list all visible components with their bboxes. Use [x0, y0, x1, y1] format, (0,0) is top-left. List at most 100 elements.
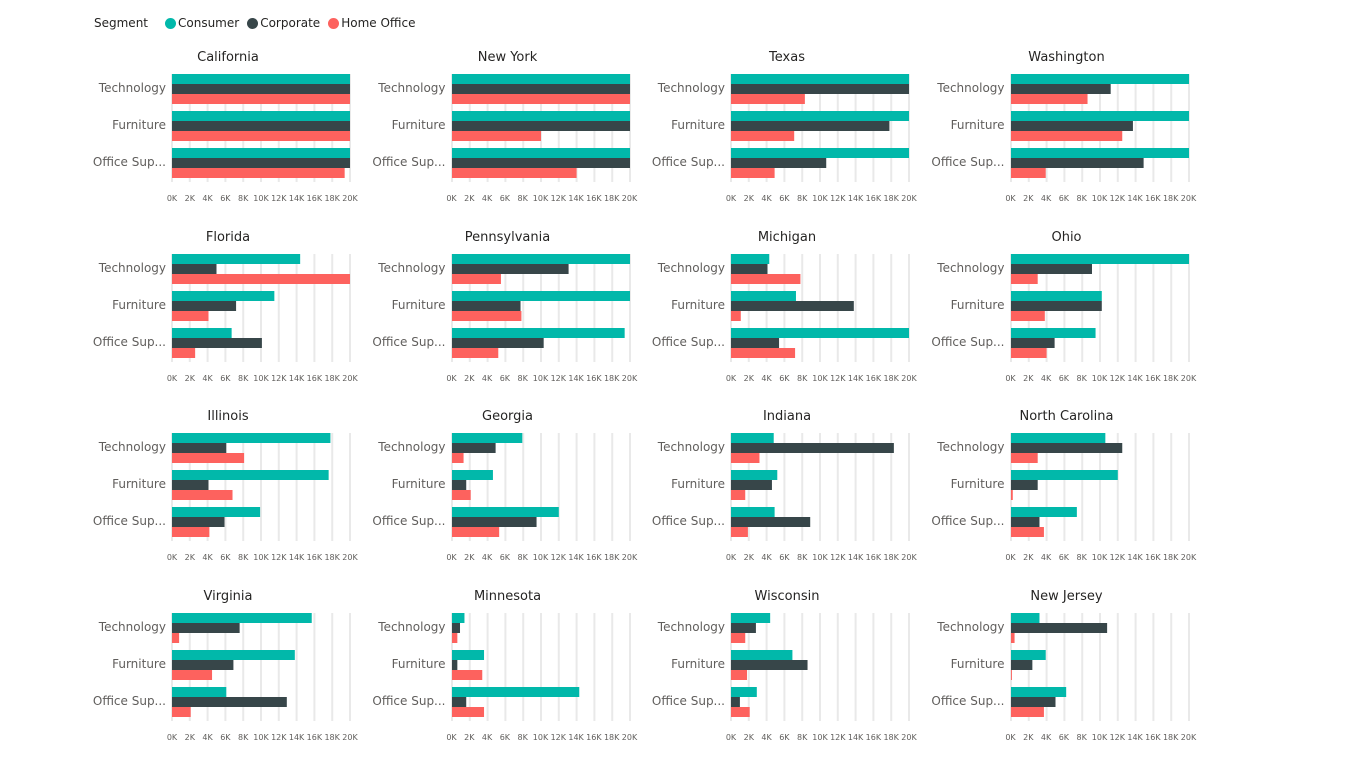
bar-office-sup-corporate[interactable] — [731, 158, 827, 168]
bar-office-sup-corporate[interactable] — [451, 696, 466, 707]
bar-furniture-corporate[interactable] — [1010, 480, 1038, 490]
bar-technology-corporate[interactable] — [1010, 263, 1092, 274]
bar-office-sup-home-office[interactable] — [731, 347, 796, 358]
bar-technology-consumer[interactable] — [1010, 612, 1039, 623]
bar-technology-consumer[interactable] — [172, 612, 312, 623]
bar-office-sup-consumer[interactable] — [172, 686, 227, 697]
bar-furniture-corporate[interactable] — [1010, 659, 1032, 670]
bar-technology-corporate[interactable] — [172, 84, 350, 94]
bar-office-sup-home-office[interactable] — [731, 706, 750, 717]
bar-office-sup-home-office[interactable] — [451, 168, 577, 178]
bar-technology-home-office[interactable] — [451, 453, 464, 463]
legend-item-corporate[interactable]: Corporate — [247, 16, 320, 30]
bar-office-sup-home-office[interactable] — [731, 527, 748, 537]
bar-furniture-consumer[interactable] — [451, 470, 493, 480]
bar-office-sup-corporate[interactable] — [1010, 158, 1144, 168]
bar-technology-home-office[interactable] — [1010, 632, 1015, 643]
bar-technology-home-office[interactable] — [451, 94, 630, 104]
bar-furniture-corporate[interactable] — [731, 300, 854, 311]
bar-furniture-home-office[interactable] — [1010, 669, 1012, 680]
bar-furniture-home-office[interactable] — [172, 669, 213, 680]
bar-furniture-corporate[interactable] — [172, 300, 237, 311]
bar-office-sup-home-office[interactable] — [1010, 168, 1046, 178]
bar-furniture-home-office[interactable] — [1010, 310, 1045, 321]
bar-office-sup-home-office[interactable] — [172, 527, 210, 537]
bar-furniture-home-office[interactable] — [451, 669, 482, 680]
bar-furniture-consumer[interactable] — [731, 111, 909, 121]
bar-technology-home-office[interactable] — [731, 453, 760, 463]
bar-furniture-consumer[interactable] — [1010, 649, 1046, 660]
bar-office-sup-corporate[interactable] — [1010, 696, 1056, 707]
bar-furniture-consumer[interactable] — [172, 111, 350, 121]
bar-technology-consumer[interactable] — [1010, 433, 1105, 443]
bar-office-sup-consumer[interactable] — [1010, 327, 1096, 338]
bar-furniture-home-office[interactable] — [172, 131, 350, 141]
bar-furniture-consumer[interactable] — [731, 470, 778, 480]
bar-office-sup-consumer[interactable] — [731, 148, 909, 158]
bar-furniture-home-office[interactable] — [172, 310, 209, 321]
bar-technology-corporate[interactable] — [172, 443, 227, 453]
bar-technology-home-office[interactable] — [731, 94, 805, 104]
bar-technology-consumer[interactable] — [731, 433, 774, 443]
bar-office-sup-home-office[interactable] — [1010, 527, 1044, 537]
bar-technology-consumer[interactable] — [1010, 74, 1189, 84]
bar-office-sup-home-office[interactable] — [451, 527, 499, 537]
bar-furniture-consumer[interactable] — [172, 649, 295, 660]
bar-office-sup-corporate[interactable] — [731, 517, 811, 527]
bar-furniture-home-office[interactable] — [172, 490, 233, 500]
bar-technology-consumer[interactable] — [451, 433, 522, 443]
bar-technology-home-office[interactable] — [1010, 94, 1088, 104]
bar-technology-home-office[interactable] — [731, 273, 801, 284]
bar-office-sup-corporate[interactable] — [172, 517, 225, 527]
bar-office-sup-home-office[interactable] — [1010, 706, 1044, 717]
bar-furniture-consumer[interactable] — [451, 649, 484, 660]
bar-office-sup-corporate[interactable] — [731, 696, 740, 707]
bar-furniture-corporate[interactable] — [172, 480, 209, 490]
bar-furniture-consumer[interactable] — [1010, 290, 1102, 301]
bar-furniture-corporate[interactable] — [172, 121, 350, 131]
bar-technology-home-office[interactable] — [1010, 273, 1038, 284]
bar-technology-corporate[interactable] — [451, 622, 460, 633]
bar-office-sup-consumer[interactable] — [451, 148, 630, 158]
bar-furniture-corporate[interactable] — [1010, 300, 1102, 311]
bar-office-sup-corporate[interactable] — [1010, 517, 1039, 527]
bar-furniture-home-office[interactable] — [731, 131, 795, 141]
bar-technology-consumer[interactable] — [731, 74, 909, 84]
bar-office-sup-home-office[interactable] — [172, 168, 345, 178]
bar-furniture-home-office[interactable] — [451, 131, 541, 141]
bar-technology-corporate[interactable] — [731, 84, 909, 94]
bar-furniture-home-office[interactable] — [451, 310, 521, 321]
bar-technology-home-office[interactable] — [731, 632, 746, 643]
bar-furniture-consumer[interactable] — [172, 470, 329, 480]
bar-office-sup-consumer[interactable] — [451, 327, 625, 338]
bar-technology-home-office[interactable] — [1010, 453, 1038, 463]
bar-technology-home-office[interactable] — [451, 273, 501, 284]
legend-item-home-office[interactable]: Home Office — [328, 16, 415, 30]
bar-office-sup-corporate[interactable] — [172, 337, 262, 348]
bar-office-sup-home-office[interactable] — [172, 706, 191, 717]
bar-office-sup-corporate[interactable] — [451, 517, 537, 527]
bar-technology-corporate[interactable] — [1010, 443, 1122, 453]
bar-office-sup-corporate[interactable] — [451, 337, 544, 348]
bar-technology-corporate[interactable] — [451, 84, 630, 94]
bar-technology-home-office[interactable] — [451, 632, 457, 643]
bar-furniture-home-office[interactable] — [731, 669, 748, 680]
bar-office-sup-corporate[interactable] — [172, 158, 350, 168]
bar-technology-home-office[interactable] — [172, 632, 180, 643]
bar-technology-home-office[interactable] — [172, 453, 245, 463]
bar-furniture-consumer[interactable] — [1010, 470, 1118, 480]
bar-technology-consumer[interactable] — [172, 253, 301, 264]
bar-technology-consumer[interactable] — [172, 433, 331, 443]
legend-item-consumer[interactable]: Consumer — [165, 16, 239, 30]
bar-office-sup-corporate[interactable] — [451, 158, 630, 168]
bar-furniture-consumer[interactable] — [172, 290, 275, 301]
bar-office-sup-consumer[interactable] — [731, 507, 775, 517]
bar-technology-consumer[interactable] — [1010, 253, 1189, 264]
bar-office-sup-home-office[interactable] — [731, 168, 775, 178]
bar-technology-corporate[interactable] — [1010, 622, 1107, 633]
bar-furniture-consumer[interactable] — [451, 290, 630, 301]
bar-furniture-consumer[interactable] — [731, 649, 793, 660]
bar-technology-consumer[interactable] — [451, 612, 464, 623]
bar-technology-consumer[interactable] — [731, 253, 770, 264]
bar-office-sup-consumer[interactable] — [451, 686, 579, 697]
